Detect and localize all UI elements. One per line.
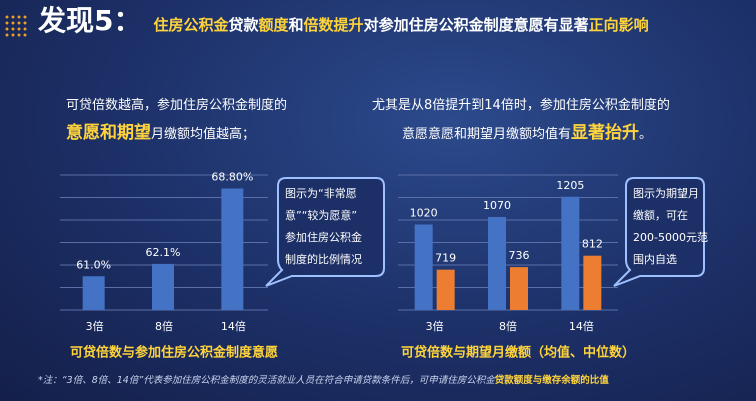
decor-dots: [4, 14, 28, 38]
footnote: *注：“3倍、8倍、14倍”代表参加住房公积金制度的灵活就业人员在符合申请贷款条…: [38, 372, 609, 386]
slide-title: 发现5： 住房公积金贷款额度和倍数提升对参加住房公积金制度意愿有显著正向影响: [38, 7, 750, 38]
intro-text: 尤其是从8倍提升到14倍时，参加住房公积金制度的: [372, 98, 670, 113]
data-label: 719: [435, 252, 456, 265]
bar: [561, 196, 580, 310]
text-span: 对参加住房公积金制度意愿有显著: [363, 16, 589, 34]
text-span: 贷款: [228, 16, 259, 34]
text-span: 和: [288, 16, 304, 34]
data-label: 1205: [556, 179, 584, 192]
text-span: 额度: [258, 16, 289, 34]
chart-title: 可贷倍数与参加住房公积金制度意愿: [70, 345, 278, 361]
callout-text: 意”“较为愿意”: [285, 208, 357, 222]
callout-text: 参加住房公积金: [285, 230, 362, 244]
bar: [510, 267, 528, 310]
bar: [436, 269, 455, 310]
callout-text: 围内自选: [633, 252, 677, 266]
x-tick-label: 8倍: [499, 319, 517, 333]
bar: [488, 217, 506, 310]
bar: [152, 263, 174, 310]
text-span: 住房公积金: [153, 16, 229, 34]
text-span: 。: [639, 127, 653, 142]
callout-text: 制度的比例情况: [285, 252, 362, 266]
data-label: 62.1%: [146, 246, 181, 259]
note-bold: 贷款额度与缴存余额的比值: [494, 375, 609, 386]
callout-text: 200-5000元范: [633, 230, 708, 244]
text-span: *注：“3倍、8倍、14倍”代表参加住房公积金制度的灵活就业人员在符合申请贷款条…: [38, 375, 495, 386]
text-span: 意愿意愿和期望月缴额均值有: [402, 127, 572, 142]
data-label: 1020: [410, 207, 438, 220]
data-label: 736: [509, 249, 530, 262]
data-label: 61.0%: [76, 258, 111, 271]
data-label: 1070: [483, 199, 511, 212]
x-tick-label: 14倍: [221, 319, 246, 333]
bar: [221, 188, 244, 310]
callout-box: [613, 177, 705, 287]
bar: [583, 255, 602, 310]
intro-text: 可贷倍数越高，参加住房公积金制度的: [66, 98, 288, 113]
x-tick-label: 3倍: [86, 319, 104, 333]
callout-text: 图示为“非常愿: [285, 187, 357, 200]
callout-text: 图示为期望月: [633, 187, 699, 200]
chart-title: 可贷倍数与期望月缴额（均值、中位数）: [401, 345, 635, 361]
intro-text: 意愿和期望月缴额均值越高；: [66, 118, 255, 143]
data-label: 68.80%: [211, 171, 253, 184]
bar: [414, 224, 433, 310]
x-tick-label: 8倍: [155, 319, 173, 333]
text-span: 意愿和期望: [66, 123, 151, 143]
callout-box: [265, 177, 385, 287]
intro-text: 意愿意愿和期望月缴额均值有显著抬升。: [402, 118, 652, 143]
text-span: 倍数提升: [303, 16, 364, 34]
x-tick-label: 3倍: [426, 319, 444, 333]
callout-text: 缴额，可在: [633, 208, 688, 222]
text-span: 月缴额均值越高；: [151, 127, 256, 142]
text-span: 正向影响: [588, 16, 649, 34]
x-tick-label: 14倍: [569, 319, 594, 333]
text-span: 显著抬升: [571, 123, 640, 143]
text-span: 发现5：: [38, 4, 142, 37]
data-label: 812: [582, 238, 603, 251]
bar: [82, 276, 105, 310]
